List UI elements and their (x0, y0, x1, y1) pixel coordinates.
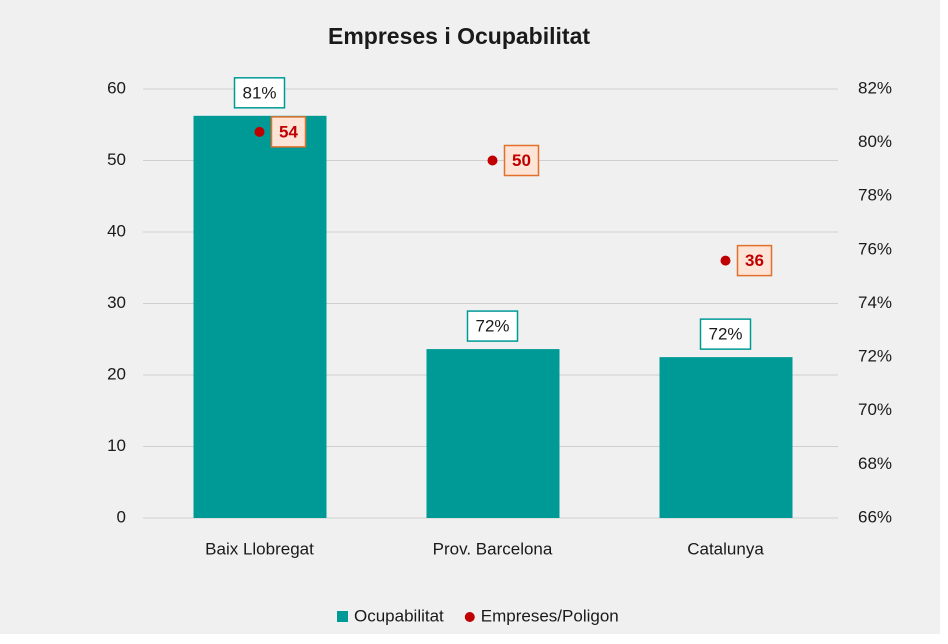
y2-tick-label: 78% (858, 186, 892, 205)
y2-tick-label: 82% (858, 78, 892, 97)
bar-label-box (466, 310, 519, 342)
y-tick-label: 30 (107, 293, 126, 312)
bar-label: 72% (708, 325, 742, 344)
y-tick-label: 0 (117, 507, 126, 526)
bar-label: 72% (475, 317, 509, 336)
x-tick-label: Prov. Barcelona (433, 539, 553, 558)
legend-swatch (337, 611, 348, 622)
point (720, 255, 731, 266)
point-label-box (503, 144, 540, 177)
y2-tick-label: 76% (858, 239, 892, 258)
y-tick-label: 60 (107, 78, 126, 97)
y-tick-label: 50 (107, 150, 126, 169)
x-tick-label: Catalunya (687, 539, 764, 558)
bar (426, 349, 560, 518)
y-tick-label: 40 (107, 221, 126, 240)
bar-label-box (233, 77, 286, 109)
y-tick-label: 20 (107, 364, 126, 383)
bar (659, 357, 793, 518)
bar-label-box (699, 318, 752, 350)
bar (193, 115, 327, 518)
legend-label: Ocupabilitat (354, 606, 444, 625)
y-tick-label: 10 (107, 436, 126, 455)
point-label-box (270, 116, 307, 148)
bar-label: 81% (242, 83, 276, 102)
chart-title: Empreses i Ocupabilitat (328, 23, 590, 49)
y2-tick-label: 66% (858, 507, 892, 526)
point (487, 155, 498, 166)
y2-tick-label: 80% (858, 132, 892, 151)
legend-label: Empreses/Poligon (481, 606, 619, 625)
point-label-box (736, 244, 773, 277)
point-label: 54 (279, 122, 298, 141)
point-label: 36 (745, 251, 764, 270)
y2-tick-label: 74% (858, 293, 892, 312)
legend-swatch (464, 612, 475, 622)
point (254, 126, 265, 137)
point-label: 50 (512, 151, 531, 170)
y2-tick-label: 68% (858, 454, 892, 473)
y2-tick-label: 70% (858, 400, 892, 419)
y2-tick-label: 72% (858, 347, 892, 366)
x-tick-label: Baix Llobregat (205, 539, 314, 558)
